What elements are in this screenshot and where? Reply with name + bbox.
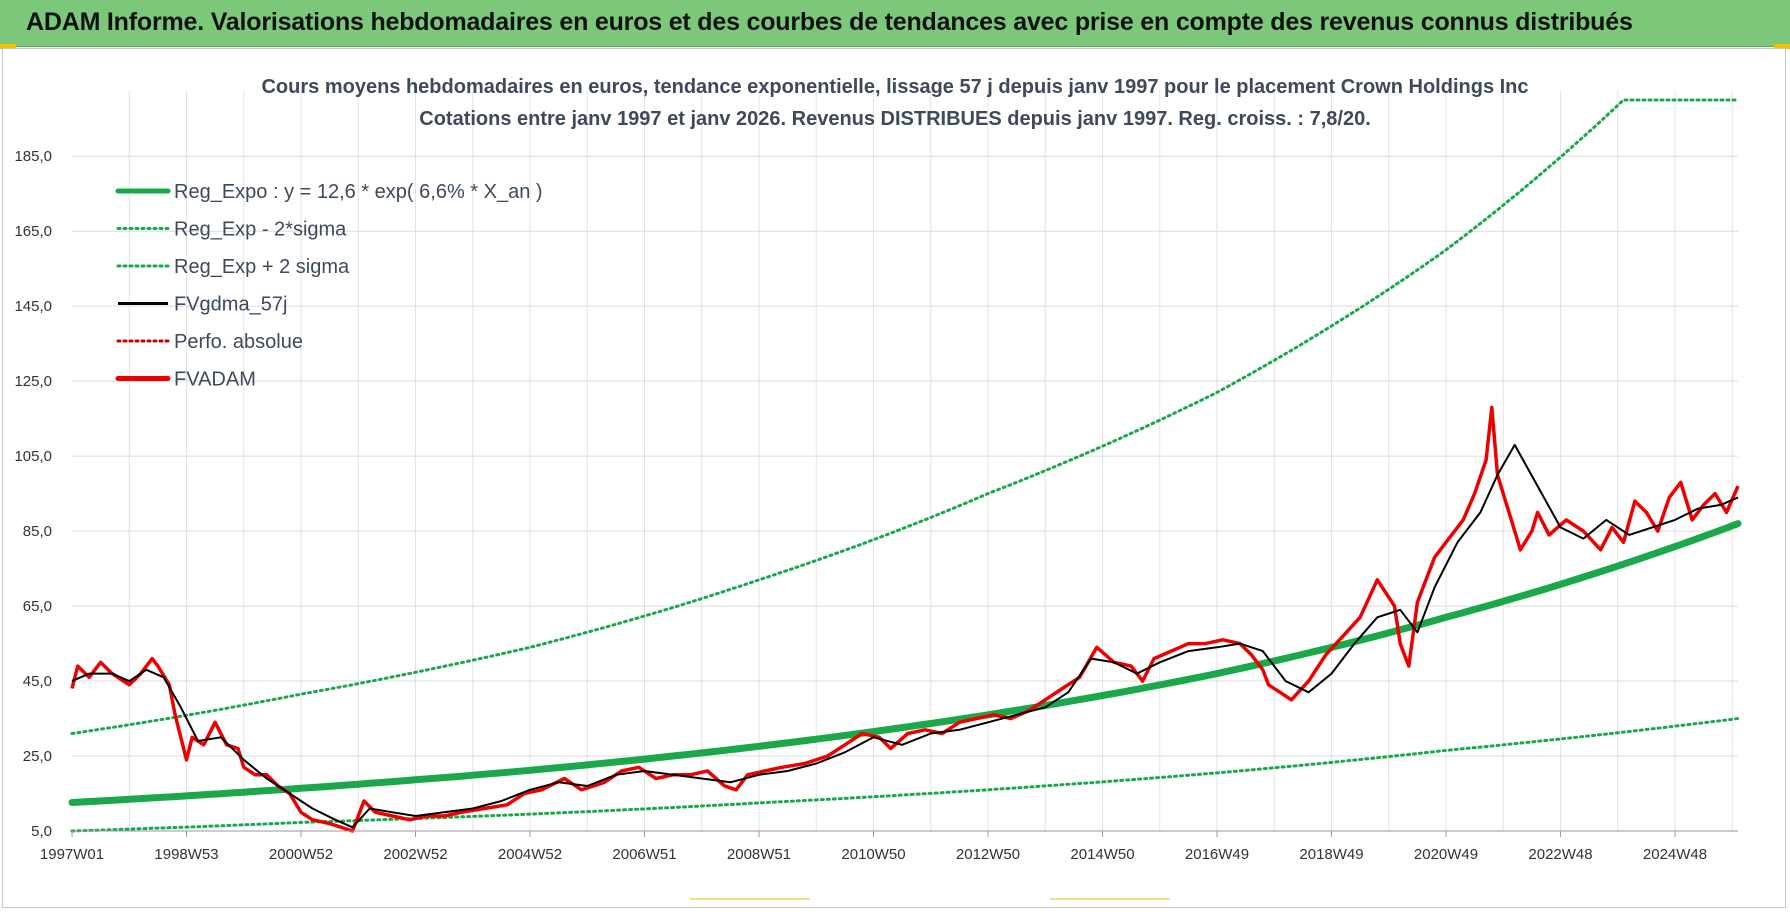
x-tick-label: 2016W49 (1185, 846, 1249, 863)
corner-mark-right (1774, 44, 1790, 49)
series-fvgdma-57j (71, 443, 1739, 829)
chart-frame (2, 48, 1786, 908)
x-tick-label: 1997W01 (40, 846, 104, 863)
chart-axes: 5,0 25,0 45,0 65,0 85,0 105,0 125,0 145,0 165,0 1… (14, 148, 1738, 863)
x-tick-label: 2000W52 (269, 846, 333, 863)
series-reg-exp-plus-2sigma (70, 98, 1740, 735)
x-tick-label: 2024W48 (1643, 846, 1707, 863)
y-tick-label: 65,0 (23, 598, 52, 615)
legend-label: Reg_Exp + 2 sigma (174, 256, 350, 278)
y-tick-label: 125,0 (14, 373, 52, 390)
chart-legend: Reg_Expo : y = 12,6 * exp( 6,6% * X_an )… (115, 181, 543, 391)
legend-label: Reg_Expo : y = 12,6 * exp( 6,6% * X_an ) (174, 181, 543, 203)
bottom-mark (1050, 898, 1170, 900)
chart-series (68, 98, 1742, 833)
legend-label: FVADAM (174, 369, 256, 391)
legend-label: Reg_Exp - 2*sigma (174, 219, 347, 241)
chart-subtitle: Cotations entre janv 1997 et janv 2026. … (419, 108, 1371, 130)
x-tick-label: 2012W50 (956, 846, 1020, 863)
bottom-mark (690, 898, 810, 900)
header-title: ADAM Informe. Valorisations hebdomadaire… (26, 8, 1633, 36)
plot-area (72, 90, 1738, 831)
header-bar: ADAM Informe. Valorisations hebdomadaire… (0, 0, 1790, 47)
x-tick-label: 2004W52 (498, 846, 562, 863)
x-tick-label: 2008W51 (727, 846, 791, 863)
legend-label: Perfo. absolue (174, 331, 303, 353)
x-tick-label: 2018W49 (1299, 846, 1363, 863)
y-tick-label: 185,0 (14, 148, 52, 165)
corner-mark-left (0, 44, 16, 49)
legend-label: FVgdma_57j (174, 294, 287, 316)
x-tick-label: 2022W48 (1528, 846, 1592, 863)
y-tick-label: 45,0 (23, 673, 52, 690)
x-tick-label: 2010W50 (841, 846, 905, 863)
x-tick-label: 2002W52 (383, 846, 447, 863)
x-tick-label: 1998W53 (154, 846, 218, 863)
y-tick-label: 85,0 (23, 523, 52, 540)
y-tick-label: 165,0 (14, 223, 52, 240)
y-tick-label: 25,0 (23, 748, 52, 765)
y-tick-label: 145,0 (14, 298, 52, 315)
y-tick-label: 5,0 (31, 823, 52, 840)
y-tick-label: 105,0 (14, 448, 52, 465)
x-tick-label: 2014W50 (1070, 846, 1134, 863)
chart-grid (72, 90, 1738, 832)
series-reg-expo (68, 520, 1742, 806)
chart-title: Cours moyens hebdomadaires en euros, ten… (261, 76, 1528, 98)
x-tick-label: 2006W51 (612, 846, 676, 863)
x-tick-label: 2020W49 (1414, 846, 1478, 863)
